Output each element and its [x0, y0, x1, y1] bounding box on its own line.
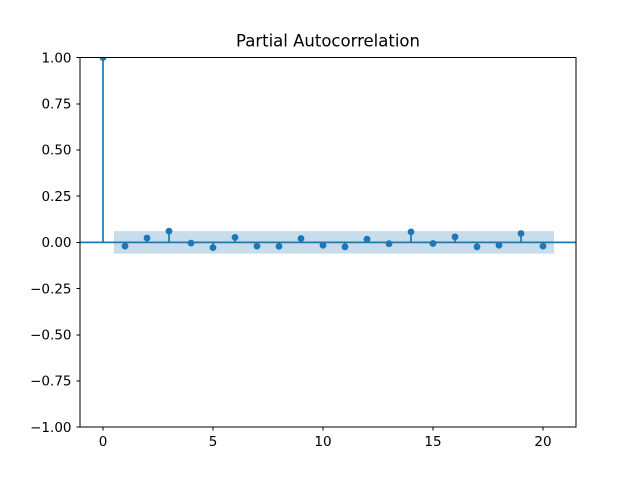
x-axis-ticks: 0 5 10 15 20 [99, 427, 552, 450]
marker-lag-20 [539, 242, 547, 250]
marker-lag-13 [385, 240, 393, 248]
y-tick-label: 0.50 [41, 143, 71, 159]
y-tick-label: 0.25 [41, 189, 71, 205]
marker-lag-1 [121, 242, 129, 250]
stems-group [102, 57, 544, 248]
marker-lag-18 [495, 241, 503, 249]
x-tick-label: 10 [314, 434, 331, 450]
marker-lag-5 [209, 244, 217, 252]
marker-lag-6 [231, 234, 239, 241]
marker-lag-19 [517, 230, 525, 237]
marker-lag-7 [253, 242, 261, 250]
x-tick-label: 0 [99, 434, 108, 450]
marker-lag-12 [363, 235, 371, 243]
series-layer [80, 57, 576, 254]
y-tick-label: 1.00 [41, 50, 71, 66]
marker-lag-9 [297, 235, 305, 242]
marker-lag-16 [451, 233, 459, 241]
y-tick-label: 0.00 [41, 235, 71, 251]
marker-lag-14 [407, 228, 415, 236]
marker-lag-0 [99, 57, 107, 61]
x-tick-label: 20 [534, 434, 551, 450]
y-tick-label: −0.50 [30, 328, 71, 344]
y-tick-label: −0.75 [30, 374, 71, 390]
y-tick-label: −0.25 [30, 281, 71, 297]
marker-lag-8 [275, 242, 283, 250]
marker-lag-17 [473, 243, 481, 251]
y-axis-ticks: 1.00 0.75 0.50 0.25 0.00 −0.25 −0.50 −0.75 −1.00 [30, 50, 80, 436]
y-tick-label: −1.00 [30, 420, 71, 436]
axes-layer: 0 5 10 15 20 1.00 0.75 0.50 0.25 0.00 −0.25 −0.50 −0… [30, 50, 577, 450]
marker-lag-11 [341, 243, 349, 251]
marker-lag-2 [143, 234, 151, 242]
marker-lag-15 [429, 240, 437, 247]
plot-title: Partial Autocorrelation [236, 32, 420, 51]
marker-lag-4 [187, 239, 195, 247]
marker-lag-10 [319, 241, 327, 249]
y-tick-label: 0.75 [41, 97, 71, 113]
markers-group [99, 57, 547, 252]
x-tick-label: 5 [209, 434, 218, 450]
marker-lag-3 [165, 227, 173, 235]
x-tick-label: 15 [424, 434, 441, 450]
